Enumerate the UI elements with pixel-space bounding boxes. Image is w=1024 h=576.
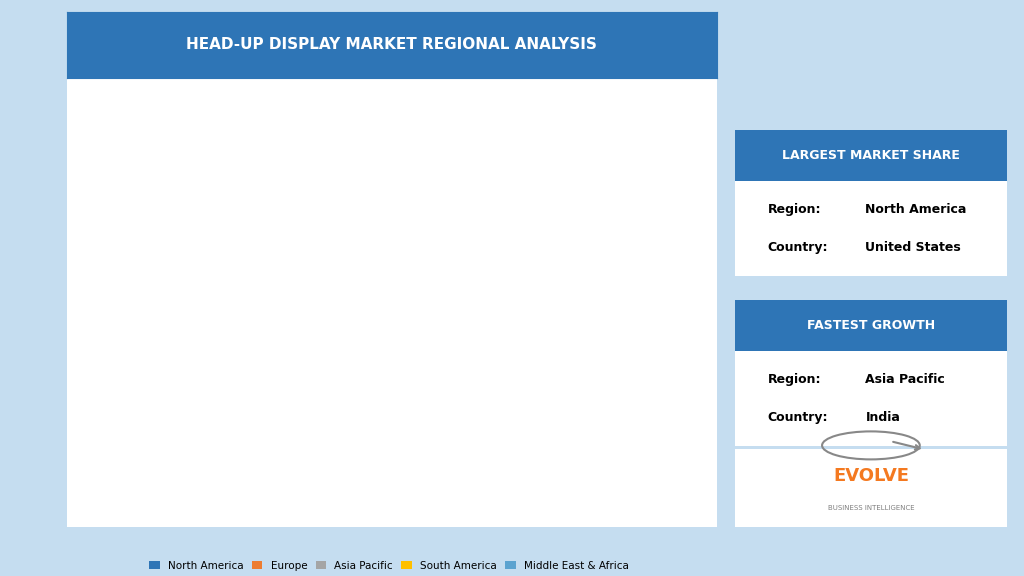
Text: HEAD-UP DISPLAY MARKET REGIONAL ANALYSIS: HEAD-UP DISPLAY MARKET REGIONAL ANALYSIS: [186, 37, 597, 52]
Bar: [611, 279, 640, 342]
Bar: [233, 448, 261, 490]
FancyArrowPatch shape: [893, 442, 920, 449]
Text: EVOLVE: EVOLVE: [833, 468, 909, 486]
Bar: [138, 442, 167, 446]
Bar: [91, 457, 120, 464]
Bar: [186, 431, 214, 435]
Text: United States: United States: [865, 241, 962, 255]
Bar: [658, 319, 687, 490]
Bar: [658, 245, 687, 319]
Text: 12%: 12%: [659, 204, 686, 214]
Bar: [233, 410, 261, 416]
Bar: [517, 275, 545, 289]
Bar: [469, 307, 498, 319]
Bar: [564, 217, 592, 238]
Bar: [233, 433, 261, 448]
Text: Region:: Region:: [768, 373, 821, 386]
Bar: [375, 347, 403, 357]
Bar: [281, 404, 309, 421]
Bar: [422, 321, 451, 333]
Bar: [186, 457, 214, 490]
Legend: North America, Europe, Asia Pacific, South America, Middle East & Africa: North America, Europe, Asia Pacific, Sou…: [150, 560, 629, 571]
Bar: [658, 143, 687, 149]
Bar: [469, 319, 498, 355]
Text: $3.98 Bn: $3.98 Bn: [651, 128, 707, 138]
Bar: [564, 256, 592, 308]
Bar: [281, 421, 309, 439]
Bar: [611, 342, 640, 490]
Text: LARGEST MARKET SHARE: LARGEST MARKET SHARE: [782, 149, 959, 162]
Bar: [328, 378, 356, 385]
Bar: [517, 378, 545, 490]
Bar: [138, 465, 167, 490]
Bar: [564, 308, 592, 361]
Bar: [517, 257, 545, 275]
Text: FASTEST GROWTH: FASTEST GROWTH: [807, 319, 935, 332]
Bar: [138, 446, 167, 449]
Text: $1.14 Bn: $1.14 Bn: [190, 412, 246, 422]
Bar: [186, 445, 214, 457]
Bar: [469, 394, 498, 490]
Bar: [91, 471, 120, 490]
Bar: [281, 399, 309, 404]
Bar: [328, 406, 356, 429]
Bar: [422, 333, 451, 343]
Bar: [233, 416, 261, 420]
Bar: [611, 218, 640, 279]
Bar: [186, 435, 214, 445]
Bar: [233, 420, 261, 433]
Bar: [658, 149, 687, 173]
Bar: [91, 456, 120, 457]
Text: India: India: [865, 411, 900, 425]
Bar: [186, 427, 214, 431]
Bar: [564, 238, 592, 256]
Text: 18%: 18%: [659, 399, 686, 410]
Bar: [375, 391, 403, 418]
Bar: [328, 429, 356, 490]
Bar: [517, 289, 545, 333]
Bar: [91, 453, 120, 456]
Text: Country:: Country:: [768, 411, 828, 425]
Bar: [658, 173, 687, 245]
Bar: [91, 464, 120, 471]
Bar: [611, 173, 640, 197]
Text: Country:: Country:: [768, 241, 828, 255]
Bar: [375, 418, 403, 490]
Bar: [281, 392, 309, 399]
Bar: [469, 355, 498, 394]
Bar: [328, 385, 356, 406]
Bar: [138, 449, 167, 457]
Bar: [375, 366, 403, 391]
Text: BUSINESS INTELLIGENCE: BUSINESS INTELLIGENCE: [827, 505, 914, 510]
Bar: [517, 333, 545, 378]
Bar: [281, 439, 309, 490]
Bar: [469, 292, 498, 307]
Bar: [422, 406, 451, 490]
Bar: [328, 369, 356, 378]
Bar: [375, 357, 403, 366]
Bar: [422, 374, 451, 406]
Bar: [422, 343, 451, 374]
Text: North America: North America: [865, 203, 967, 217]
Bar: [611, 197, 640, 218]
Bar: [564, 361, 592, 490]
Text: ANALYSIS BY: ANALYSIS BY: [826, 469, 915, 482]
Bar: [138, 457, 167, 465]
Text: Region:: Region:: [768, 203, 821, 217]
Text: Asia Pacific: Asia Pacific: [865, 373, 945, 386]
